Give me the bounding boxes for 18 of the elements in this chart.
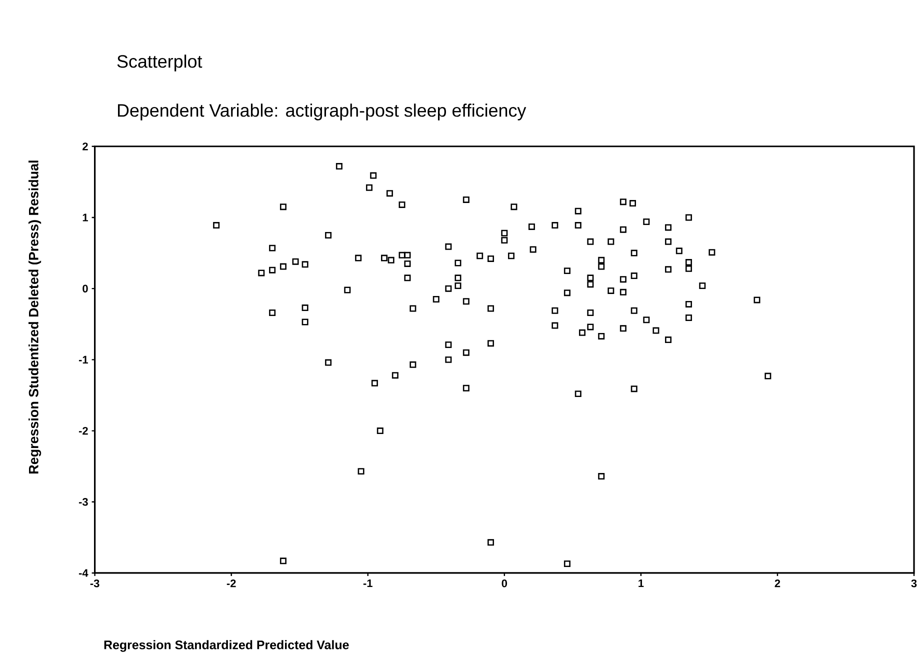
y-tick-label: 0 xyxy=(82,284,88,292)
y-tick-label: 2 xyxy=(82,142,88,150)
y-tick-label: -3 xyxy=(78,498,88,506)
x-tick-label: 1 xyxy=(638,580,644,588)
y-tick-label: -2 xyxy=(78,426,88,435)
y-axis-title: Regression Studentized Deleted (Press) Residual xyxy=(28,160,42,474)
x-tick-label: -3 xyxy=(90,580,100,588)
x-tick-label: -1 xyxy=(363,580,372,588)
chart-subtitle: Dependent Variable: actigraph-post sleep efficiency xyxy=(118,104,526,120)
x-tick-label: 2 xyxy=(774,580,780,588)
y-tick-label: 1 xyxy=(82,214,88,222)
y-tick-label: -4 xyxy=(78,569,88,577)
x-tick-label: -2 xyxy=(226,580,236,588)
x-tick-label: 0 xyxy=(502,580,508,588)
y-tick-label: -1 xyxy=(78,356,88,364)
chart-title: Scatterplot xyxy=(117,54,202,72)
x-tick-label: 3 xyxy=(911,580,917,588)
x-axis-title: Regression Standardized Predicted Value xyxy=(104,640,349,652)
